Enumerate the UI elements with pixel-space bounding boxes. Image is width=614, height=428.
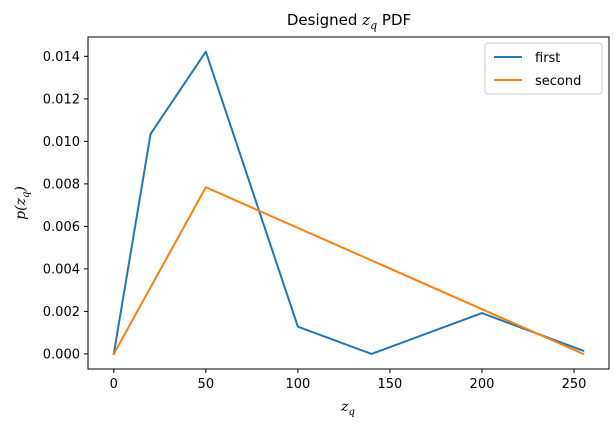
series-line-first: [112, 50, 585, 356]
x-tick-label: 0: [110, 377, 118, 392]
x-axis-ticks: 0 50 100 150 200 250: [110, 369, 587, 392]
legend-box: [484, 42, 603, 95]
x-tick-label: 200: [470, 377, 495, 392]
x-tick-label: 100: [285, 377, 310, 392]
legend: first second: [484, 42, 603, 95]
y-tick-label: 0.010: [43, 135, 80, 150]
y-tick-label: 0.012: [43, 92, 80, 107]
y-tick-label: 0.006: [43, 220, 80, 235]
y-tick-label: 0.000: [43, 347, 80, 362]
legend-label-first: first: [535, 51, 560, 66]
y-tick-label: 0.014: [43, 50, 80, 65]
y-tick-label: 0.008: [43, 177, 80, 192]
series-lines: [112, 50, 585, 356]
y-axis-label: p(zq): [13, 186, 32, 220]
x-axis-label: zq: [340, 399, 355, 418]
y-tick-label: 0.002: [43, 305, 80, 320]
series-line-second: [112, 186, 585, 356]
x-tick-label: 250: [562, 377, 587, 392]
legend-label-second: second: [535, 74, 581, 89]
x-tick-label: 150: [378, 377, 403, 392]
x-tick-label: 50: [198, 377, 215, 392]
y-tick-label: 0.004: [43, 262, 80, 277]
plot-frame: [87, 36, 610, 370]
chart-title: Designed zq PDF: [287, 11, 411, 32]
y-axis-ticks: 0.000 0.002 0.004 0.006 0.008 0.010 0.012 0.014: [43, 50, 88, 362]
